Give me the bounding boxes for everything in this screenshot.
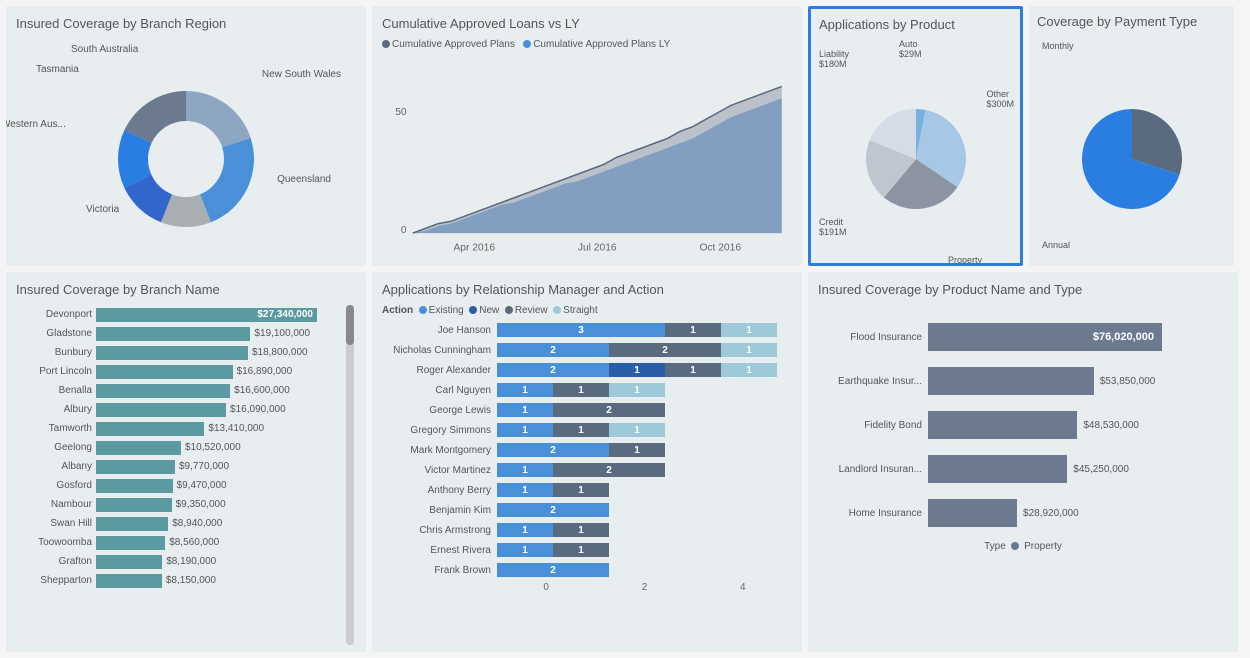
bar-row[interactable]: Landlord Insuran...$45,250,000 [818,447,1228,491]
tile-title: Insured Coverage by Product Name and Typ… [818,282,1228,297]
svg-text:Apr 2016: Apr 2016 [453,243,495,254]
bar-row[interactable]: Gosford$9,470,000 [16,476,356,495]
tile-apps-by-manager[interactable]: Applications by Relationship Manager and… [372,272,802,652]
top-right-split: Applications by Product Auto $29M Other … [808,6,1238,266]
stacked-row[interactable]: Carl Nguyen111 [382,380,792,400]
tile-title: Coverage by Payment Type [1037,14,1226,29]
donut-chart[interactable]: South Australia Tasmania Western Aus... … [16,39,356,266]
tile-title: Applications by Product [819,17,1012,32]
pie-chart[interactable]: Monthly Annual [1037,37,1226,266]
bar-row[interactable]: Grafton$8,190,000 [16,552,356,571]
dashboard: Insured Coverage by Branch Region South … [0,0,1250,658]
tile-title: Insured Coverage by Branch Region [16,16,356,31]
tile-title: Cumulative Approved Loans vs LY [382,16,792,31]
stacked-row[interactable]: Mark Montgomery21 [382,440,792,460]
stacked-row[interactable]: Gregory Simmons111 [382,420,792,440]
bar-row[interactable]: Flood Insurance$76,020,000 [818,315,1228,359]
tile-branch-region[interactable]: Insured Coverage by Branch Region South … [6,6,366,266]
tile-title: Applications by Relationship Manager and… [382,282,792,297]
pbar-list[interactable]: Flood Insurance$76,020,000Earthquake Ins… [818,305,1228,535]
bar-row[interactable]: Port Lincoln$16,890,000 [16,362,356,381]
stacked-row[interactable]: Benjamin Kim2 [382,500,792,520]
bar-row[interactable]: Tamworth$13,410,000 [16,419,356,438]
bar-row[interactable]: Swan Hill$8,940,000 [16,514,356,533]
stacked-row[interactable]: Nicholas Cunningham221 [382,340,792,360]
stacked-row[interactable]: Joe Hanson311 [382,320,792,340]
pie-chart[interactable]: Auto $29M Other $300M Property $253M Cre… [819,40,1012,266]
tile-apps-by-product[interactable]: Applications by Product Auto $29M Other … [808,6,1023,266]
stacked-list[interactable]: Joe Hanson311Nicholas Cunningham221Roger… [382,320,792,580]
bar-row[interactable]: Devonport$27,340,000 [16,305,356,324]
stacked-row[interactable]: Frank Brown2 [382,560,792,580]
bar-row[interactable]: Home Insurance$28,920,000 [818,491,1228,535]
svg-text:Oct 2016: Oct 2016 [699,243,741,254]
legend: Action Existing New Review Straight [382,305,792,316]
bar-row[interactable]: Toowoomba$8,560,000 [16,533,356,552]
stacked-row[interactable]: Victor Martinez12 [382,460,792,480]
bar-row[interactable]: Geelong$10,520,000 [16,438,356,457]
bar-row[interactable]: Bunbury$18,800,000 [16,343,356,362]
area-chart[interactable]: 50 0 Apr 2016 Jul 2016 Oct 2016 [382,54,792,266]
axis: 024 [382,582,792,593]
legend: Cumulative Approved Plans Cumulative App… [382,39,792,50]
tile-title: Insured Coverage by Branch Name [16,282,356,297]
stacked-row[interactable]: Chris Armstrong11 [382,520,792,540]
bar-row[interactable]: Albury$16,090,000 [16,400,356,419]
scrollbar-thumb[interactable] [346,305,354,345]
svg-text:Jul 2016: Jul 2016 [578,243,617,254]
stacked-row[interactable]: Anthony Berry11 [382,480,792,500]
bar-row[interactable]: Fidelity Bond$48,530,000 [818,403,1228,447]
bar-row[interactable]: Albany$9,770,000 [16,457,356,476]
stacked-row[interactable]: George Lewis12 [382,400,792,420]
bar-row[interactable]: Gladstone$19,100,000 [16,324,356,343]
scrollbar[interactable] [346,305,354,645]
tile-cumulative-loans[interactable]: Cumulative Approved Loans vs LY Cumulati… [372,6,802,266]
bar-row[interactable]: Shepparton$8,150,000 [16,571,356,590]
legend: Type Property [818,541,1228,552]
tile-coverage-payment[interactable]: Coverage by Payment Type Monthly Annual [1029,6,1234,266]
stacked-row[interactable]: Roger Alexander2111 [382,360,792,380]
bar-row[interactable]: Nambour$9,350,000 [16,495,356,514]
svg-text:0: 0 [401,225,407,236]
hbar-list[interactable]: Devonport$27,340,000Gladstone$19,100,000… [16,305,356,645]
stacked-row[interactable]: Ernest Rivera11 [382,540,792,560]
svg-text:50: 50 [395,107,407,118]
tile-product-name-type[interactable]: Insured Coverage by Product Name and Typ… [808,272,1238,652]
bar-row[interactable]: Benalla$16,600,000 [16,381,356,400]
bar-row[interactable]: Earthquake Insur...$53,850,000 [818,359,1228,403]
tile-branch-name[interactable]: Insured Coverage by Branch Name Devonpor… [6,272,366,652]
